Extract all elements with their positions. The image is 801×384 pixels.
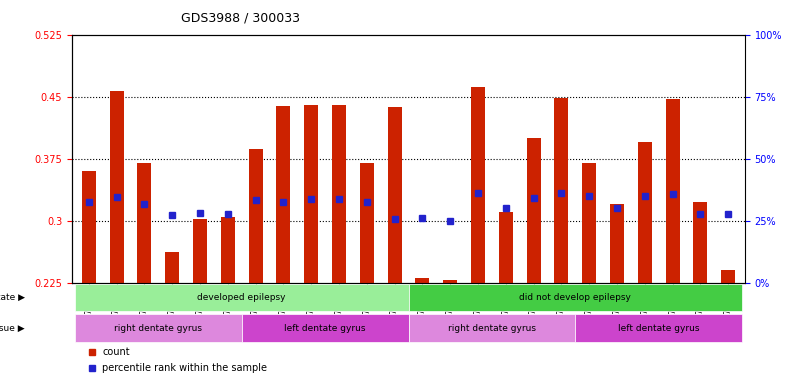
Bar [304,105,318,283]
Bar [360,163,374,283]
Text: disease state ▶: disease state ▶ [0,293,25,302]
Text: left dentate gyrus: left dentate gyrus [284,324,366,333]
Bar [82,171,96,283]
Bar [332,105,346,283]
Text: left dentate gyrus: left dentate gyrus [618,324,699,333]
Bar [221,217,235,283]
Bar [110,91,123,283]
Text: right dentate gyrus: right dentate gyrus [448,324,536,333]
FancyBboxPatch shape [575,314,743,342]
Bar [499,212,513,283]
Bar [193,219,207,283]
FancyBboxPatch shape [74,284,409,311]
Text: developed epilepsy: developed epilepsy [197,293,286,302]
FancyBboxPatch shape [409,284,743,311]
Bar [638,142,652,283]
Bar [610,204,624,283]
Bar [471,87,485,283]
Text: GDS3988 / 300033: GDS3988 / 300033 [181,12,300,25]
Bar [721,270,735,283]
Bar [666,99,679,283]
Bar [388,107,401,283]
Bar [554,98,569,283]
Bar [138,163,151,283]
Bar [694,202,707,283]
Text: percentile rank within the sample: percentile rank within the sample [103,363,268,373]
FancyBboxPatch shape [242,314,409,342]
Bar [527,138,541,283]
Bar [248,149,263,283]
Bar [416,278,429,283]
FancyBboxPatch shape [74,314,242,342]
Bar [165,252,179,283]
Bar [582,163,596,283]
FancyBboxPatch shape [409,314,575,342]
Text: did not develop epilepsy: did not develop epilepsy [519,293,631,302]
Bar [443,280,457,283]
Bar [276,106,290,283]
Text: tissue ▶: tissue ▶ [0,324,25,333]
Text: right dentate gyrus: right dentate gyrus [115,324,203,333]
Text: count: count [103,346,130,356]
